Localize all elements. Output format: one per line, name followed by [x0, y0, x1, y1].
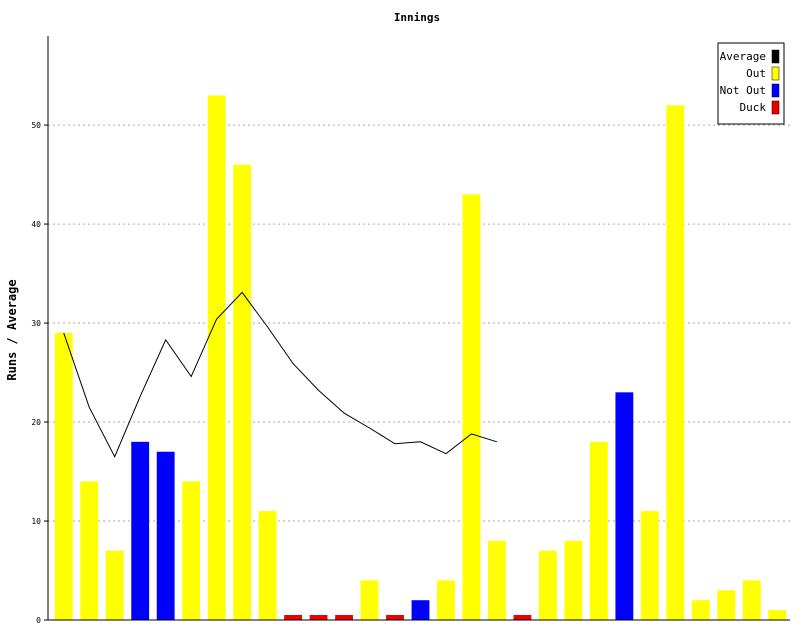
bar-innings-1 — [54, 332, 73, 620]
y-tick-label: 50 — [31, 121, 41, 130]
chart-title: Innings — [394, 11, 440, 24]
average-line-group — [63, 291, 498, 458]
legend-label-average: Average — [720, 50, 766, 63]
bar-innings-4 — [131, 441, 150, 620]
y-tick-label: 0 — [36, 616, 41, 625]
bar-innings-24 — [640, 511, 659, 620]
bars-group — [54, 95, 787, 621]
bar-innings-8 — [233, 164, 252, 620]
bar-innings-23 — [615, 392, 634, 620]
bar-innings-28 — [742, 580, 761, 620]
bar-innings-20 — [538, 550, 557, 620]
legend-label-duck: Duck — [740, 101, 767, 114]
bar-innings-19 — [513, 615, 532, 620]
gridlines — [48, 124, 790, 522]
bar-innings-10 — [284, 615, 303, 620]
bar-innings-3 — [105, 550, 124, 620]
bar-innings-9 — [258, 511, 277, 620]
bar-innings-14 — [386, 615, 404, 620]
average-line — [63, 291, 498, 458]
y-tick-label: 40 — [31, 220, 41, 229]
legend: Average Out Not Out Duck — [717, 42, 785, 125]
bar-innings-5 — [156, 451, 175, 620]
bar-innings-11 — [309, 615, 328, 620]
legend-swatch-duck — [771, 100, 780, 115]
y-tick-label: 20 — [31, 418, 41, 427]
bar-innings-2 — [80, 481, 99, 620]
legend-swatch-average — [771, 49, 780, 64]
bar-innings-12 — [335, 615, 353, 620]
y-tick-label: 30 — [31, 319, 41, 328]
bar-innings-13 — [360, 580, 379, 620]
bar-innings-16 — [437, 580, 455, 620]
y-tick-label: 10 — [31, 517, 41, 526]
bar-innings-29 — [768, 610, 787, 620]
y-ticks: 0 10 20 30 40 50 — [31, 121, 48, 625]
bar-innings-7 — [207, 95, 226, 620]
bar-innings-27 — [717, 590, 736, 620]
axes — [47, 36, 790, 621]
bar-innings-15 — [411, 600, 430, 620]
legend-swatch-not-out — [771, 83, 780, 98]
bar-innings-21 — [564, 540, 583, 620]
bar-innings-22 — [589, 441, 608, 620]
legend-label-out: Out — [746, 67, 766, 80]
bar-innings-6 — [182, 481, 201, 620]
legend-label-not-out: Not Out — [720, 84, 766, 97]
y-axis-label: Runs / Average — [5, 279, 19, 380]
bar-innings-26 — [691, 600, 710, 620]
bar-innings-18 — [488, 540, 506, 620]
bar-innings-25 — [666, 105, 685, 620]
legend-swatch-out — [771, 66, 780, 81]
bar-innings-17 — [462, 194, 481, 621]
